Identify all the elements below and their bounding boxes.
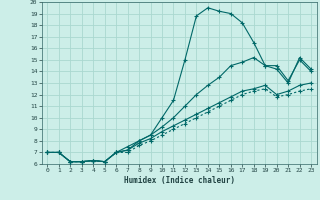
X-axis label: Humidex (Indice chaleur): Humidex (Indice chaleur) (124, 176, 235, 185)
